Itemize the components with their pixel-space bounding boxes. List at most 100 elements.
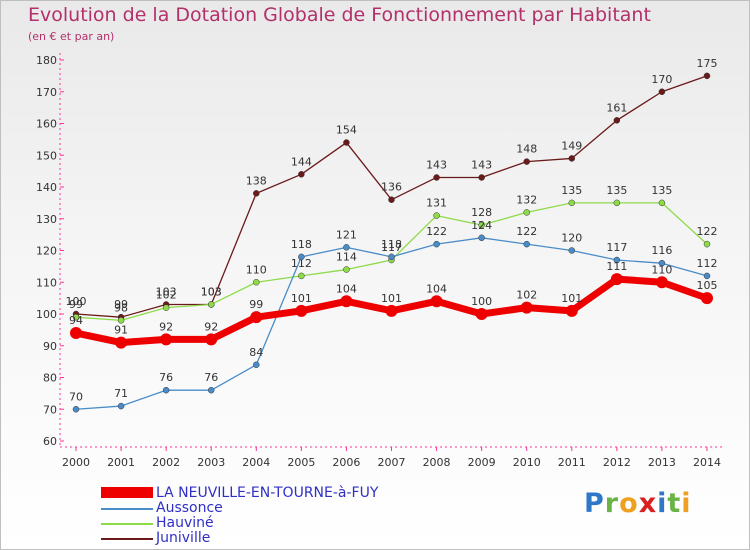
data-label: 99 bbox=[249, 298, 263, 311]
data-label: 101 bbox=[381, 292, 402, 305]
data-point bbox=[568, 155, 576, 162]
data-label: 110 bbox=[651, 263, 672, 276]
x-tick-label: 2002 bbox=[152, 456, 180, 469]
data-point bbox=[433, 174, 440, 181]
y-tick-label: 70 bbox=[43, 403, 57, 416]
x-tick-label: 2001 bbox=[107, 456, 135, 469]
data-point bbox=[433, 212, 440, 219]
data-label: 121 bbox=[336, 228, 357, 241]
y-tick-label: 170 bbox=[36, 86, 57, 99]
data-point bbox=[253, 190, 260, 197]
data-point bbox=[250, 311, 263, 324]
brand-letter: t bbox=[667, 488, 682, 519]
data-label: 92 bbox=[159, 320, 173, 333]
data-point bbox=[610, 273, 623, 286]
chart-title: Evolution de la Dotation Globale de Fonc… bbox=[28, 4, 651, 26]
data-point bbox=[568, 247, 576, 254]
data-point bbox=[613, 117, 621, 124]
y-tick-label: 150 bbox=[36, 149, 57, 162]
y-tick-label: 110 bbox=[36, 276, 57, 289]
data-point bbox=[478, 234, 485, 242]
y-tick-label: 160 bbox=[36, 118, 57, 131]
x-tick-label: 2008 bbox=[423, 456, 451, 469]
data-point bbox=[478, 221, 485, 229]
legend-swatch bbox=[101, 508, 153, 510]
data-point bbox=[340, 295, 353, 308]
data-label: 149 bbox=[561, 139, 582, 152]
data-label: 103 bbox=[156, 285, 177, 298]
data-point bbox=[565, 304, 578, 317]
data-point bbox=[115, 336, 128, 349]
data-label: 122 bbox=[697, 225, 718, 238]
data-label: 116 bbox=[651, 244, 672, 257]
data-point bbox=[613, 199, 621, 207]
data-point bbox=[520, 301, 533, 314]
y-tick-label: 130 bbox=[36, 213, 57, 226]
x-tick-label: 2004 bbox=[242, 456, 270, 469]
data-point bbox=[298, 253, 305, 261]
data-label: 118 bbox=[381, 238, 402, 251]
data-point bbox=[343, 139, 350, 146]
data-label: 91 bbox=[114, 324, 128, 337]
data-label: 122 bbox=[516, 225, 537, 238]
data-label: 104 bbox=[426, 282, 447, 295]
data-label: 161 bbox=[606, 101, 627, 114]
data-label: 104 bbox=[336, 282, 357, 295]
data-point bbox=[701, 292, 713, 305]
data-point bbox=[117, 317, 125, 324]
data-label: 154 bbox=[336, 124, 357, 137]
data-label: 111 bbox=[606, 260, 627, 273]
data-label: 131 bbox=[426, 197, 447, 210]
data-label: 70 bbox=[69, 390, 83, 403]
data-label: 175 bbox=[697, 57, 718, 70]
data-label: 135 bbox=[561, 184, 582, 197]
data-label: 76 bbox=[159, 371, 173, 384]
data-label: 103 bbox=[201, 285, 222, 298]
data-point bbox=[160, 333, 173, 346]
data-point bbox=[658, 259, 666, 267]
x-tick-label: 2006 bbox=[332, 456, 360, 469]
data-label: 143 bbox=[471, 158, 492, 171]
data-label: 101 bbox=[291, 292, 312, 305]
y-tick-label: 90 bbox=[43, 340, 57, 353]
data-label: 170 bbox=[651, 73, 672, 86]
data-label: 92 bbox=[204, 320, 218, 333]
data-point bbox=[253, 361, 260, 369]
data-point bbox=[385, 304, 398, 317]
data-label: 99 bbox=[114, 298, 128, 311]
data-label: 120 bbox=[561, 232, 582, 245]
x-tick-label: 2012 bbox=[603, 456, 631, 469]
data-point bbox=[658, 199, 666, 207]
data-point bbox=[658, 88, 666, 95]
brand-letter: r bbox=[604, 488, 620, 519]
brand-letter: i bbox=[657, 488, 668, 519]
data-label: 132 bbox=[516, 193, 537, 206]
data-label: 144 bbox=[291, 155, 312, 168]
data-label: 99 bbox=[69, 298, 83, 311]
data-label: 112 bbox=[291, 257, 312, 270]
data-point bbox=[703, 240, 711, 248]
data-point bbox=[298, 272, 305, 280]
data-label: 101 bbox=[561, 292, 582, 305]
data-label: 110 bbox=[246, 263, 267, 276]
data-point bbox=[388, 196, 395, 203]
x-tick-label: 2000 bbox=[62, 456, 90, 469]
y-tick-label: 80 bbox=[43, 372, 57, 385]
chart-subtitle: (en € et par an) bbox=[28, 30, 115, 43]
data-label: 103 bbox=[201, 285, 222, 298]
data-label: 102 bbox=[156, 289, 177, 302]
data-label: 94 bbox=[69, 314, 83, 327]
data-point bbox=[70, 327, 82, 340]
data-point bbox=[568, 199, 576, 207]
data-label: 143 bbox=[426, 158, 447, 171]
data-label: 135 bbox=[606, 184, 627, 197]
data-label: 84 bbox=[249, 346, 263, 359]
x-tick-label: 2005 bbox=[287, 456, 315, 469]
y-tick-label: 60 bbox=[43, 435, 57, 448]
data-point bbox=[162, 304, 170, 311]
data-point bbox=[253, 279, 260, 286]
legend-swatch bbox=[101, 487, 153, 498]
data-label: 102 bbox=[516, 289, 537, 302]
data-label: 76 bbox=[204, 371, 218, 384]
